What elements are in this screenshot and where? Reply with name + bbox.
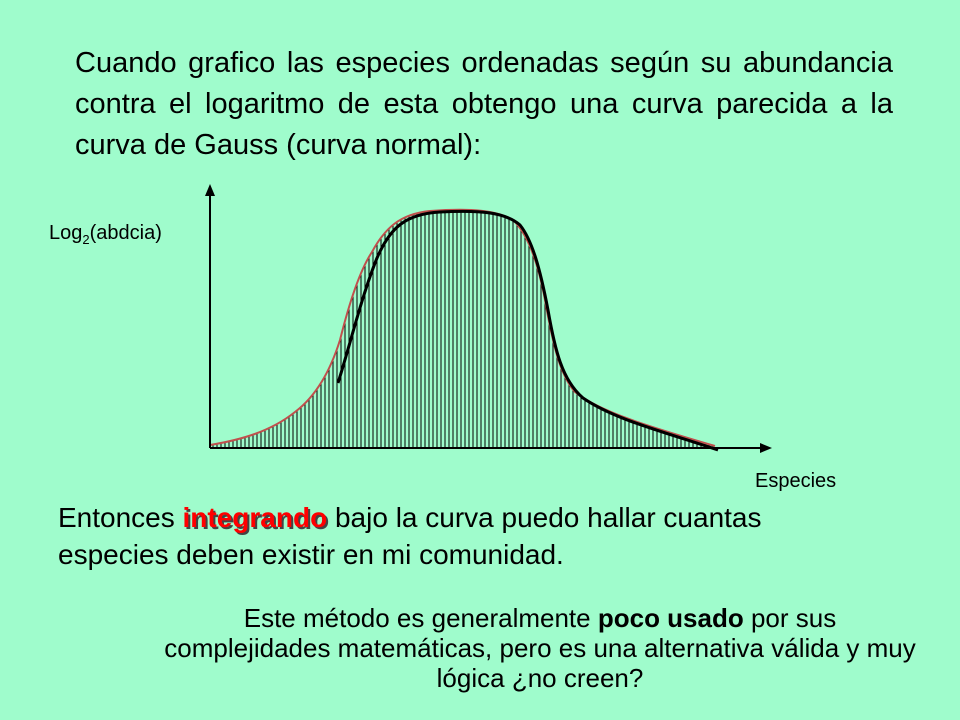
integration-paragraph: Entonces integrando bajo la curva puedo … — [58, 499, 778, 573]
closing-paragraph: Este método es generalmente poco usado p… — [160, 603, 920, 693]
y-label-subscript: 2 — [82, 232, 90, 247]
integrando-highlight: integrando — [182, 502, 328, 533]
y-axis-label: Log2(abdcia) — [49, 222, 162, 247]
hatched-area — [210, 209, 715, 448]
y-label-abdcia: (abdcia) — [89, 222, 162, 244]
integration-before: Entonces — [58, 502, 183, 533]
closing-part2: por sus complejidades matemáticas, pero … — [164, 603, 916, 693]
y-axis-arrow — [205, 184, 215, 196]
fitted-curve — [336, 209, 719, 452]
x-axis-arrow — [760, 443, 772, 453]
x-axis-label: Especies — [755, 470, 837, 492]
integration-after: bajo la curva puedo hallar cuantas espec… — [58, 502, 762, 570]
intro-paragraph: Cuando grafico las especies ordenadas se… — [75, 47, 893, 161]
poco-usado-bold: poco usado — [597, 603, 744, 633]
closing-part1: Este método es generalmente — [243, 603, 598, 633]
y-label-log: Log — [49, 222, 83, 244]
